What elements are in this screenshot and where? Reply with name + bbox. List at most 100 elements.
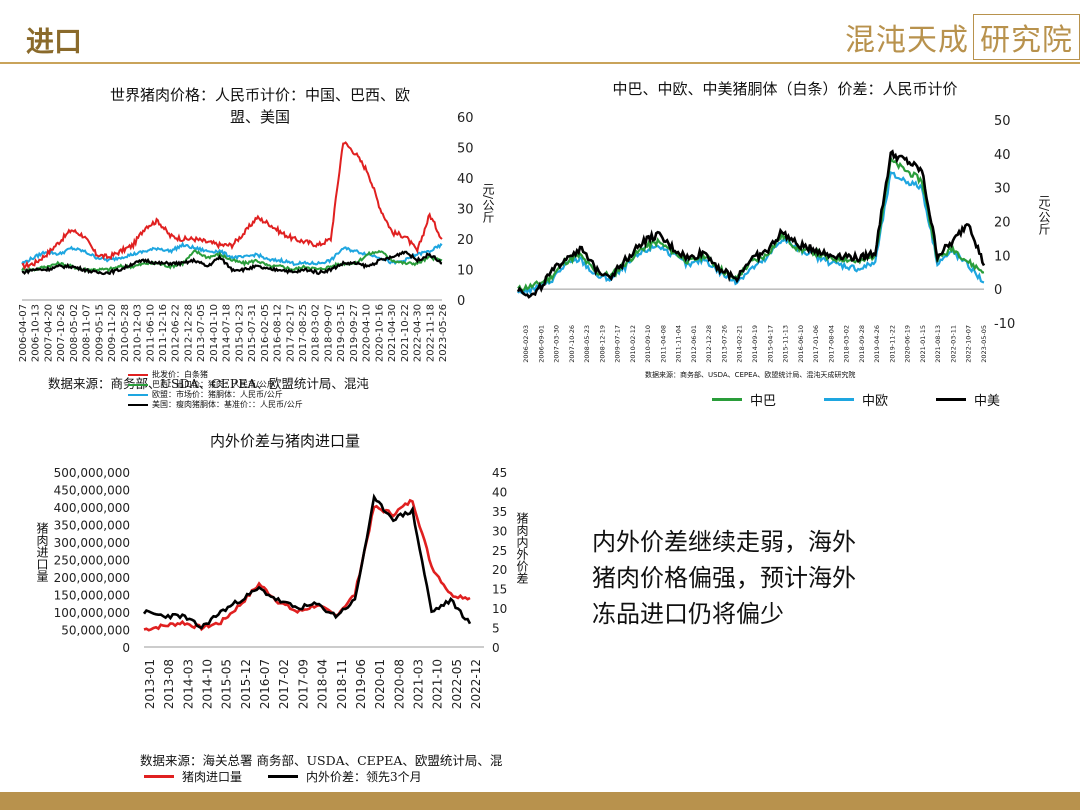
chart1-ytick-label: 30 bbox=[457, 203, 474, 218]
chart2-xtick-label: 2011-04-08 bbox=[659, 325, 667, 363]
chart1-legend-item-3: 欧盟：市场价：猪胴体：人民币/公斤 bbox=[128, 390, 303, 400]
chart1-ylabel: 元/公斤 bbox=[481, 183, 495, 224]
chart2-xtick-label: 2009-07-17 bbox=[614, 325, 622, 363]
chart1-xtick-label: 2019-09-27 bbox=[349, 304, 360, 362]
logo-box-text: 研究院 bbox=[973, 14, 1080, 60]
page-title: 进口 bbox=[26, 25, 83, 58]
chart3-ytick-left-label: 250,000,000 bbox=[54, 554, 130, 568]
chart2-xtick-label: 2012-06-01 bbox=[690, 325, 698, 363]
chart2-xtick-label: 2014-09-19 bbox=[751, 325, 759, 363]
chart3-ytick-right-label: 30 bbox=[492, 524, 507, 538]
chart3-ytick-left-label: 50,000,000 bbox=[61, 624, 130, 638]
chart3-xtick-label: 2020-08 bbox=[392, 659, 406, 709]
chart3-xtick-label: 2015-12 bbox=[239, 659, 253, 709]
chart1-series-line-4 bbox=[21, 250, 443, 276]
chart1-xtick-label: 2009-11-20 bbox=[107, 304, 118, 362]
chart2-xtick-label: 2022-03-11 bbox=[949, 325, 957, 363]
chart2-ylabel: 元/公斤 bbox=[1037, 195, 1051, 236]
chart2-xtick-label: 2017-01-06 bbox=[812, 325, 820, 363]
chart1-series-line-3 bbox=[21, 241, 443, 267]
chart3-ytick-left-label: 400,000,000 bbox=[54, 501, 130, 515]
chart3-xtick-label: 2014-10 bbox=[201, 659, 215, 709]
chart3-ytick-left-label: 100,000,000 bbox=[54, 606, 130, 620]
chart2-xtick-label: 2017-08-04 bbox=[827, 325, 835, 363]
chart2-xtick-label: 2015-11-13 bbox=[782, 325, 790, 363]
chart3-xtick-label: 2018-11 bbox=[335, 659, 349, 709]
note-line1: 内外价差继续走弱，海外 bbox=[592, 528, 856, 556]
chart2-ytick-label: 20 bbox=[994, 216, 1011, 231]
chart1-xtick-label: 2010-12-03 bbox=[133, 304, 144, 362]
chart1-xtick-label: 2016-02-05 bbox=[260, 304, 271, 362]
chart3-ytick-left-label: 0 bbox=[122, 641, 130, 655]
chart3-xtick-label: 2016-07 bbox=[258, 659, 272, 709]
chart1-xtick-label: 2017-02-17 bbox=[285, 304, 296, 362]
chart1-xtick-label: 2012-12-28 bbox=[183, 304, 194, 362]
chart3-xtick-label: 2018-04 bbox=[316, 659, 330, 709]
chart1-series-line-2 bbox=[21, 248, 443, 273]
chart2-xtick-label: 2018-09-28 bbox=[858, 325, 866, 363]
chart3-ytick-right-label: 45 bbox=[492, 466, 507, 480]
chart2-ytick-label: 40 bbox=[994, 148, 1011, 163]
chart3-ytick-right-label: 40 bbox=[492, 485, 507, 499]
chart1-svg: 0 10 20 30 40 50 60 2006-04-07 2006-10-13 2007-04… bbox=[18, 111, 474, 362]
logo-text: 混沌天成 bbox=[845, 23, 969, 58]
chart1-title-line2: 盟、美国 bbox=[229, 108, 290, 126]
chart2-xtick-label: 2018-03-02 bbox=[843, 325, 851, 363]
chart2-xtick-label: 2016-06-10 bbox=[797, 325, 805, 363]
chart2-xtick-label: 2006-02-03 bbox=[522, 325, 530, 363]
chart2-ytick-label: 30 bbox=[994, 182, 1011, 197]
chart1-xtick-label: 2008-11-07 bbox=[82, 304, 93, 362]
chart1-xtick-label: 2014-07-18 bbox=[222, 304, 233, 362]
chart2-legend-item-2: 中欧 bbox=[824, 390, 888, 409]
chart1-xtick-label: 2007-10-26 bbox=[56, 304, 67, 362]
chart3-xtick-label: 2019-06 bbox=[354, 659, 368, 709]
chart1-xtick-label: 2007-04-20 bbox=[43, 304, 54, 362]
chart2-ytick-label: 10 bbox=[994, 249, 1011, 264]
chart2-series-line-1 bbox=[517, 154, 985, 292]
chart1-xtick-label: 2022-04-30 bbox=[413, 304, 424, 362]
chart2-xtick-label: 2019-04-26 bbox=[873, 325, 881, 363]
chart3-ytick-right-label: 25 bbox=[492, 544, 507, 558]
note-line3: 冻品进口仍将偏少 bbox=[592, 600, 784, 628]
chart1-xtick-label: 2018-09-07 bbox=[323, 304, 334, 362]
chart2-xtick-label: 2007-03-30 bbox=[553, 325, 561, 363]
chart1-legend: 批发价：白条猪 巴西：出口价：猪肉：人民币/公斤 欧盟：市场价：猪胴体：人民币/… bbox=[128, 370, 303, 410]
chart1-legend-item-1: 批发价：白条猪 bbox=[128, 370, 303, 380]
chart3-xtick-label: 2017-09 bbox=[296, 659, 310, 709]
chart2-series-line-2 bbox=[517, 170, 985, 296]
chart2-ytick-label: 50 bbox=[994, 114, 1011, 129]
chart2-ytick-label: 0 bbox=[994, 283, 1002, 298]
chart1-xtick-label: 2022-11-18 bbox=[425, 304, 436, 362]
chart3-series-line-1 bbox=[143, 498, 471, 632]
chart2-xtick-label: 2020-06-19 bbox=[904, 325, 912, 363]
chart3-ytick-left-label: 450,000,000 bbox=[54, 484, 130, 498]
chart3-ytick-right-label: 10 bbox=[492, 602, 507, 616]
chart1-ytick-label: 20 bbox=[457, 233, 474, 248]
chart1-xtick-label: 2014-01-10 bbox=[209, 304, 220, 362]
chart3-ylabel-right: 猪肉内外价差 bbox=[515, 512, 529, 584]
chart2-xtick-label: 2010-09-10 bbox=[644, 325, 652, 363]
chart2-xtick-label: 2011-11-04 bbox=[675, 325, 683, 363]
chart1-xtick-label: 2020-04-10 bbox=[362, 304, 373, 362]
chart3-title: 内外价差与猪肉进口量 bbox=[209, 432, 360, 450]
chart3-ytick-left-label: 200,000,000 bbox=[54, 571, 130, 585]
chart1-xtick-label: 2023-05-26 bbox=[438, 304, 449, 362]
chart3-xtick-label: 2013-08 bbox=[162, 659, 176, 709]
chart3-ytick-left-label: 500,000,000 bbox=[54, 466, 130, 480]
chart3-svg: 0 50,000,000 100,000,000 150,000,000 200,000… bbox=[54, 466, 508, 709]
chart1-xtick-label: 2012-06-22 bbox=[171, 304, 182, 362]
chart2-xtick-label: 2021-01-15 bbox=[919, 325, 927, 363]
chart2-xtick-label: 2021-08-13 bbox=[934, 325, 942, 363]
chart1-xtick-label: 2009-05-15 bbox=[94, 304, 105, 362]
chart1-xtick-label: 2015-01-23 bbox=[234, 304, 245, 362]
chart3-ytick-right-label: 5 bbox=[492, 622, 500, 636]
chart1-xtick-label: 2011-12-16 bbox=[158, 304, 169, 362]
chart3-legend-item-1: 猪肉进口量 bbox=[144, 768, 242, 785]
chart3-xtick-label: 2022-05 bbox=[450, 659, 464, 709]
note-line2: 猪肉价格偏强，预计海外 bbox=[592, 564, 856, 592]
chart3-ytick-right-label: 20 bbox=[492, 563, 507, 577]
chart1-xtick-label: 2020-10-16 bbox=[374, 304, 385, 362]
footer-bar bbox=[0, 792, 1080, 810]
chart2-xtick-label: 2022-10-07 bbox=[965, 325, 973, 363]
chart2-legend-item-3: 中美 bbox=[936, 390, 1000, 409]
